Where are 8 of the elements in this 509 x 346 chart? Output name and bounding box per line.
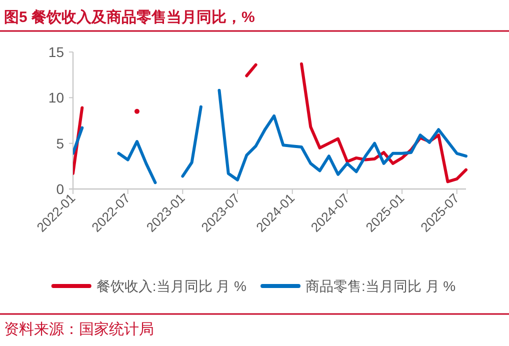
legend-label: 商品零售:当月同比 月 % xyxy=(306,278,456,294)
y-tick-label: 15 xyxy=(48,44,64,60)
y-tick-label: 0 xyxy=(56,181,64,197)
y-tick-label: 10 xyxy=(48,90,64,106)
text: 资料来源：国家统计局 xyxy=(4,321,154,338)
y-tick-label: 5 xyxy=(56,135,64,152)
chart-title: 图5 餐饮收入及商品零售当月同比，% xyxy=(4,8,255,26)
legend-label: 餐饮收入:当月同比 月 % xyxy=(96,278,246,294)
